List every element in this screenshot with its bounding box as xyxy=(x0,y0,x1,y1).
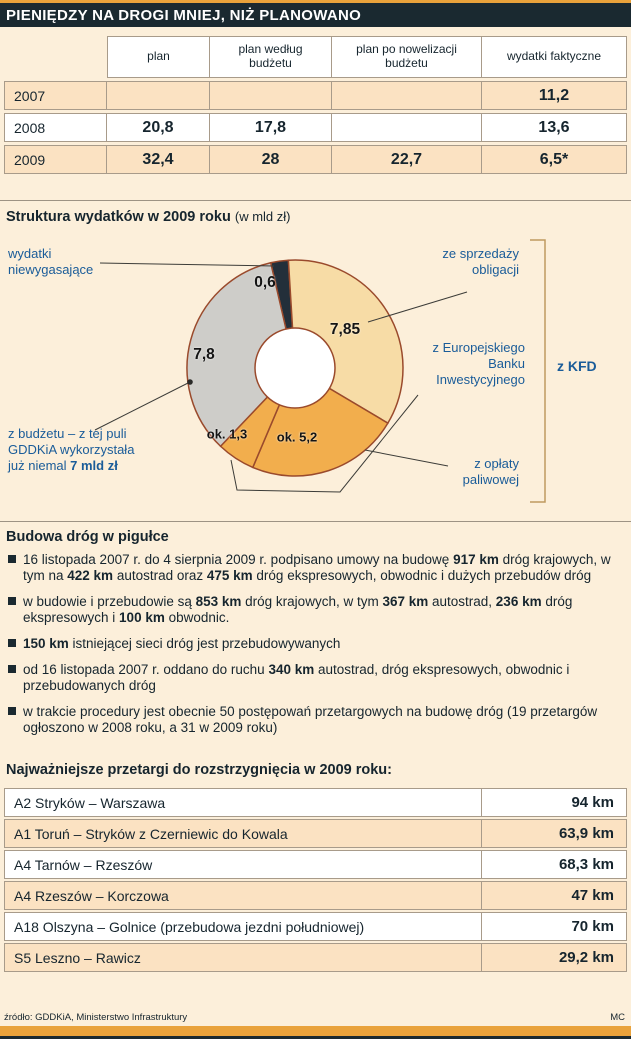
budget-col-header: plan xyxy=(107,36,210,78)
chart-unit-note: (w mld zł) xyxy=(234,209,291,224)
fact-text: od 16 listopada 2007 r. oddano do ruchu … xyxy=(23,662,570,693)
title-bar: PIENIĘDZY NA DROGI MNIEJ, NIŻ PLANOWANO xyxy=(0,3,631,27)
fact-text: w budowie i przebudowie są 853 km dróg k… xyxy=(23,594,573,625)
year-cell: 2009 xyxy=(4,145,107,174)
fact-item: w budowie i przebudowie są 853 km dróg k… xyxy=(8,594,619,626)
fact-text: 150 km istniejącej sieci dróg jest przeb… xyxy=(23,636,341,651)
bullet-square-icon xyxy=(8,555,16,563)
pie-value-budzet: 7,8 xyxy=(193,346,215,363)
tender-row: A1 Toruń – Stryków z Czerniewic do Kowal… xyxy=(4,819,627,848)
fact-item: od 16 listopada 2007 r. oddano do ruchu … xyxy=(8,662,619,694)
bullet-square-icon xyxy=(8,639,16,647)
pie-chart-area: 0,6 7,85 ok. 5,2 ok. 1,3 7,8 wydatki nie… xyxy=(0,230,631,513)
tender-length: 63,9 km xyxy=(481,820,626,847)
value-cell: 11,2 xyxy=(482,81,627,110)
fact-item: w trakcie procedury jest obecnie 50 post… xyxy=(8,704,619,736)
donut-hole xyxy=(254,327,336,409)
page-title: PIENIĘDZY NA DROGI MNIEJ, NIŻ PLANOWANO xyxy=(6,6,362,24)
pie-value-ebi: ok. 1,3 xyxy=(206,426,248,442)
pointer-budzet xyxy=(94,381,191,431)
tenders-section: Najważniejsze przetargi do rozstrzygnięc… xyxy=(0,762,631,972)
pointer-obligacje xyxy=(367,291,468,323)
bottom-edge-bar xyxy=(0,1036,631,1039)
tender-row: A4 Tarnów – Rzeszów 68,3 km xyxy=(4,850,627,879)
callout-wydatki-niewygasajace: wydatki niewygasające xyxy=(8,246,94,277)
tender-length: 70 km xyxy=(481,913,626,940)
tender-route: S5 Leszno – Rawicz xyxy=(14,949,141,966)
tender-route: A18 Olszyna – Golnice (przebudowa jezdni… xyxy=(14,918,365,935)
pie-value-niewygasajace: 0,6 xyxy=(254,274,276,291)
value-cell xyxy=(332,113,482,142)
credit-initials: MC xyxy=(610,1012,625,1023)
pie-value-oplata-paliwowa: ok. 5,2 xyxy=(276,429,318,445)
callout-ze-sprzedazy-obligacji: ze sprzedaży obligacji xyxy=(442,246,519,277)
value-cell: 28 xyxy=(210,145,332,174)
tenders-table: A2 Stryków – Warszawa 94 km A1 Toruń – Str… xyxy=(4,788,627,972)
fact-text: w trakcie procedury jest obecnie 50 post… xyxy=(23,704,598,735)
fact-text: 16 listopada 2007 r. do 4 sierpnia 2009 … xyxy=(23,552,611,583)
callout-z-budzetu: z budżetu – z tej puli GDDKiA wykorzysta… xyxy=(8,426,135,473)
callout-europejski-bank-inwestycyjny: z Europejskiego Banku Inwestycyjnego xyxy=(432,340,526,387)
value-cell: 6,5* xyxy=(482,145,627,174)
budget-table-corner xyxy=(4,36,107,78)
value-cell xyxy=(210,81,332,110)
chart-title: Struktura wydatków w 2009 roku xyxy=(6,209,231,225)
bullet-square-icon xyxy=(8,597,16,605)
budget-col-header: wydatki faktyczne xyxy=(482,36,627,78)
fact-item: 150 km istniejącej sieci dróg jest przeb… xyxy=(8,636,619,652)
pie-segment-5 xyxy=(186,261,296,448)
callout-z-oplaty-paliwowej: z opłaty paliwowej xyxy=(462,456,519,487)
value-cell: 20,8 xyxy=(107,113,210,142)
tender-route: A2 Stryków – Warszawa xyxy=(14,794,166,811)
value-cell xyxy=(332,81,482,110)
tender-row: A18 Olszyna – Golnice (przebudowa jezdni… xyxy=(4,912,627,941)
facts-section: Budowa dróg w pigułce 16 listopada 2007 … xyxy=(0,529,631,736)
value-cell: 13,6 xyxy=(482,113,627,142)
bottom-accent-bar xyxy=(0,1026,631,1036)
tender-route: A4 Tarnów – Rzeszów xyxy=(14,856,153,873)
budget-pointer-dot xyxy=(187,379,193,385)
tender-length: 29,2 km xyxy=(481,944,626,971)
tender-length: 94 km xyxy=(481,789,626,816)
facts-title: Budowa dróg w pigułce xyxy=(6,529,169,545)
kfd-bracket xyxy=(530,239,546,503)
budget-col-header: plan po nowelizacji budżetu xyxy=(332,36,482,78)
value-cell: 22,7 xyxy=(332,145,482,174)
budget-table: plan plan według budżetu plan po nowelizac… xyxy=(4,36,627,174)
fact-item: 16 listopada 2007 r. do 4 sierpnia 2009 … xyxy=(8,552,619,584)
tender-route: A1 Toruń – Stryków z Czerniewic do Kowal… xyxy=(14,825,288,842)
budget-col-header: plan według budżetu xyxy=(210,36,332,78)
pointer-oplata-paliwowa xyxy=(364,449,449,467)
section-divider xyxy=(0,200,631,201)
value-cell: 32,4 xyxy=(107,145,210,174)
pointer-lines xyxy=(94,262,468,493)
pointer-niewygasajace xyxy=(99,262,275,267)
year-cell: 2008 xyxy=(4,113,107,142)
tenders-title: Najważniejsze przetargi do rozstrzygnięc… xyxy=(6,762,392,778)
pie-segment-2 xyxy=(287,259,404,425)
year-cell: 2007 xyxy=(4,81,107,110)
pointer-ebi xyxy=(230,394,419,493)
tender-route: A4 Rzeszów – Korczowa xyxy=(14,887,169,904)
tender-row: A2 Stryków – Warszawa 94 km xyxy=(4,788,627,817)
bullet-square-icon xyxy=(8,707,16,715)
tender-row: S5 Leszno – Rawicz 29,2 km xyxy=(4,943,627,972)
tender-row: A4 Rzeszów – Korczowa 47 km xyxy=(4,881,627,910)
bullet-square-icon xyxy=(8,665,16,673)
chart-section-title: Struktura wydatków w 2009 roku (w mld zł… xyxy=(0,208,631,226)
value-cell: 17,8 xyxy=(210,113,332,142)
pie-value-obligacje: 7,85 xyxy=(329,321,361,338)
kfd-group-label: z KFD xyxy=(557,358,597,374)
tender-length: 47 km xyxy=(481,882,626,909)
value-cell xyxy=(107,81,210,110)
facts-list: 16 listopada 2007 r. do 4 sierpnia 2009 … xyxy=(0,552,631,736)
section-divider xyxy=(0,521,631,522)
tender-length: 68,3 km xyxy=(481,851,626,878)
expenditure-donut-chart xyxy=(94,239,546,503)
source-note: źródło: GDDKiA, Ministerstwo Infrastrukt… xyxy=(4,1012,188,1023)
top-accent-bar xyxy=(0,0,631,3)
